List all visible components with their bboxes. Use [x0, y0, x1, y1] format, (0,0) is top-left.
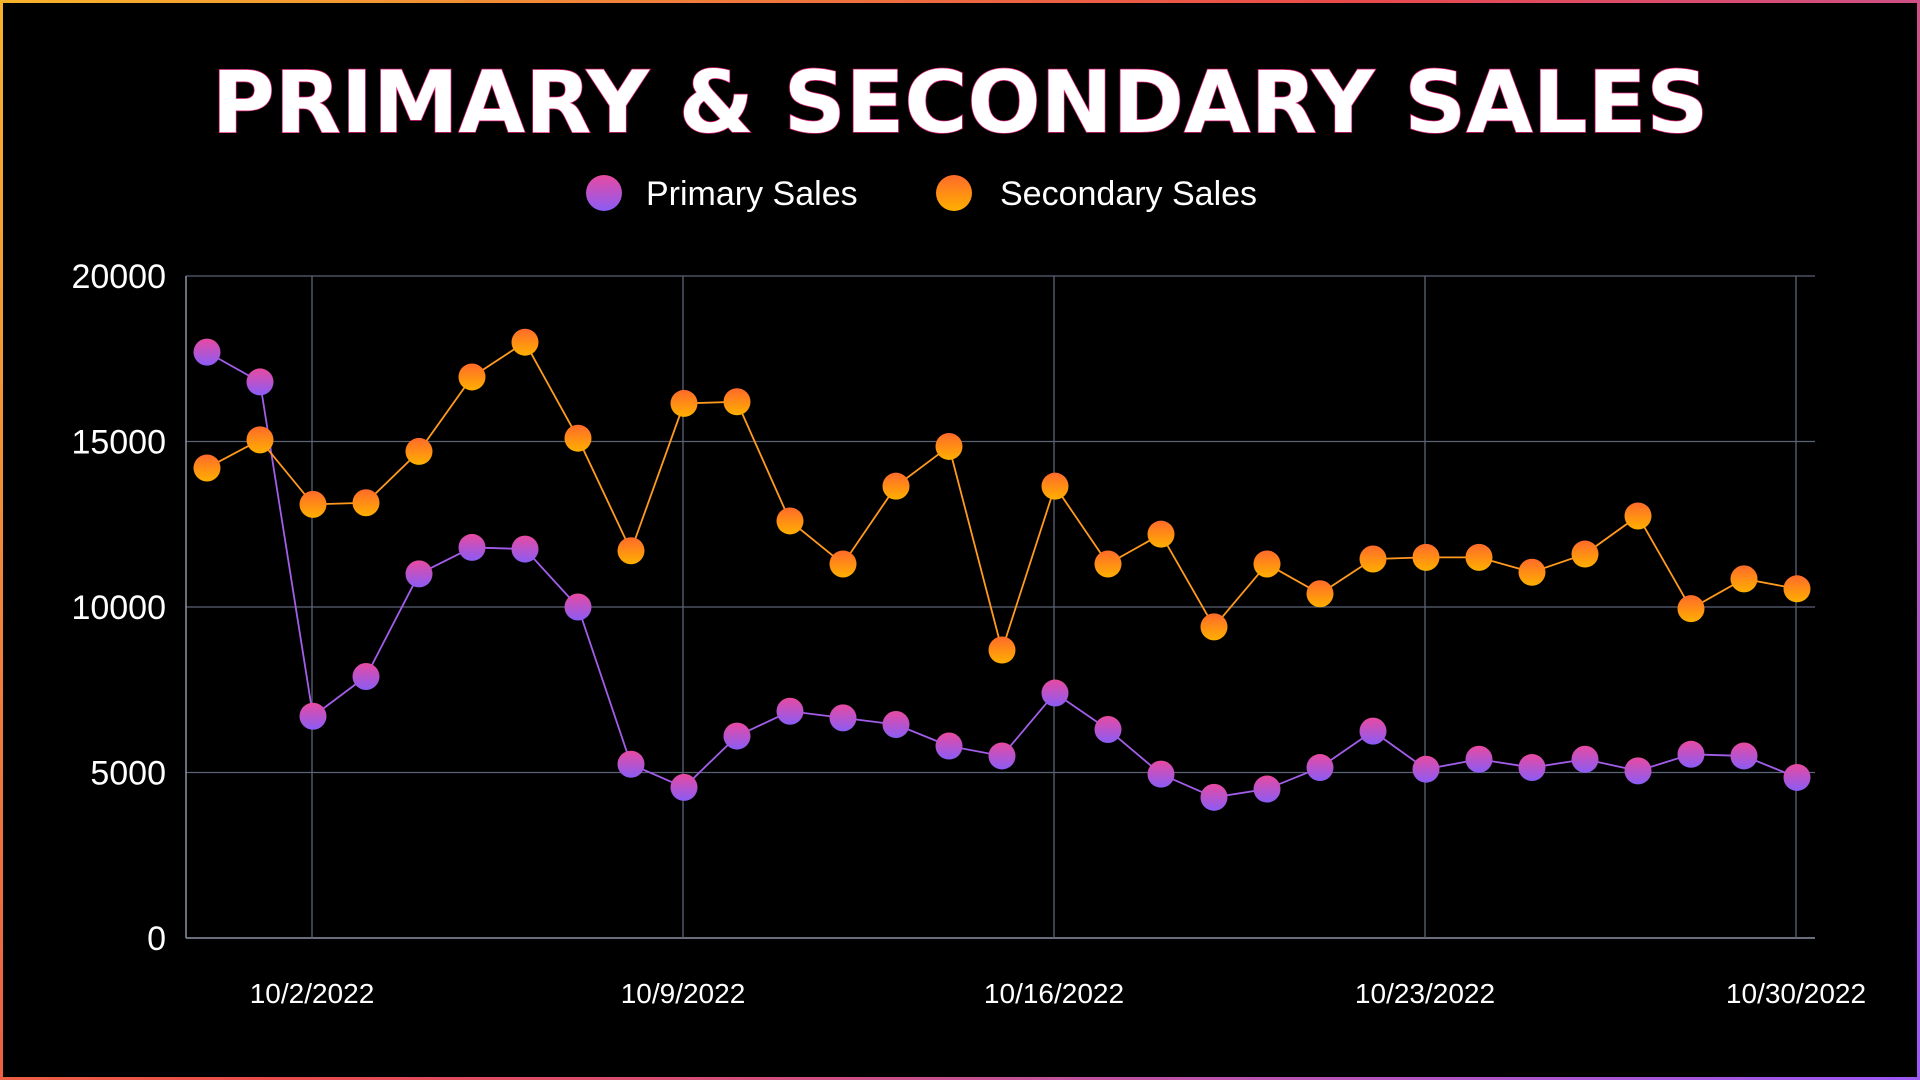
data-point-secondary-sales — [1094, 550, 1122, 578]
data-point-primary-sales — [1147, 760, 1175, 788]
data-point-secondary-sales — [1518, 558, 1546, 586]
data-point-secondary-sales — [1730, 565, 1758, 593]
y-axis-ticks: 0 5000 10000 15000 20000 — [71, 258, 166, 958]
legend: Primary Sales Secondary Sales — [586, 175, 1257, 213]
x-axis-ticks: 10/2/2022 10/9/2022 10/16/2022 10/23/2022 10… — [250, 978, 1866, 1009]
y-tick-label: 10000 — [71, 589, 166, 627]
data-point-primary-sales — [670, 773, 698, 801]
data-point-primary-sales — [1253, 775, 1281, 803]
legend-label-primary-sales: Primary Sales — [646, 175, 858, 213]
data-point-primary-sales — [1200, 783, 1228, 811]
legend-marker-secondary-sales — [936, 175, 972, 211]
series-layer — [193, 328, 1811, 811]
data-point-primary-sales — [1412, 755, 1440, 783]
data-point-secondary-sales — [246, 426, 274, 454]
data-point-primary-sales — [935, 732, 963, 760]
data-point-secondary-sales — [829, 550, 857, 578]
data-point-secondary-sales — [1677, 595, 1705, 623]
data-point-primary-sales — [1518, 754, 1546, 782]
data-point-secondary-sales — [1783, 575, 1811, 603]
data-point-secondary-sales — [935, 432, 963, 460]
data-point-secondary-sales — [1200, 613, 1228, 641]
x-tick-label: 10/23/2022 — [1355, 978, 1495, 1009]
series-line-primary-sales — [206, 351, 1798, 799]
y-tick-label: 0 — [147, 920, 166, 958]
data-point-primary-sales — [1677, 740, 1705, 768]
data-point-secondary-sales — [352, 489, 380, 517]
data-point-primary-sales — [617, 750, 645, 778]
x-tick-label: 10/2/2022 — [250, 978, 375, 1009]
data-point-primary-sales — [246, 368, 274, 396]
x-tick-label: 10/9/2022 — [621, 978, 746, 1009]
data-point-primary-sales — [193, 338, 221, 366]
data-point-primary-sales — [829, 704, 857, 732]
data-point-primary-sales — [1306, 754, 1334, 782]
data-point-primary-sales — [1624, 757, 1652, 785]
y-tick-label: 15000 — [71, 424, 166, 462]
data-point-primary-sales — [1730, 742, 1758, 770]
data-point-primary-sales — [723, 722, 751, 750]
data-point-secondary-sales — [1147, 520, 1175, 548]
chart-title: PRIMARY & SECONDARY SALES — [212, 53, 1709, 153]
data-point-primary-sales — [988, 742, 1016, 770]
data-point-secondary-sales — [1041, 472, 1069, 500]
y-tick-label: 5000 — [90, 755, 166, 793]
data-point-primary-sales — [352, 663, 380, 691]
data-point-secondary-sales — [1624, 502, 1652, 530]
data-point-primary-sales — [564, 593, 592, 621]
data-point-primary-sales — [776, 697, 804, 725]
data-point-secondary-sales — [405, 437, 433, 465]
data-point-secondary-sales — [1253, 550, 1281, 578]
data-point-secondary-sales — [1306, 580, 1334, 608]
data-point-primary-sales — [1359, 717, 1387, 745]
data-point-secondary-sales — [988, 636, 1016, 664]
x-tick-label: 10/16/2022 — [984, 978, 1124, 1009]
data-point-secondary-sales — [776, 507, 804, 535]
data-point-primary-sales — [1571, 745, 1599, 773]
y-tick-label: 20000 — [71, 258, 166, 296]
data-point-secondary-sales — [1412, 543, 1440, 571]
data-point-secondary-sales — [1359, 545, 1387, 573]
data-point-secondary-sales — [193, 454, 221, 482]
series-line-secondary-sales — [206, 340, 1798, 654]
legend-label-secondary-sales: Secondary Sales — [1000, 175, 1257, 213]
data-point-secondary-sales — [617, 537, 645, 565]
data-point-primary-sales — [1094, 715, 1122, 743]
data-point-secondary-sales — [1571, 540, 1599, 568]
x-tick-label: 10/30/2022 — [1726, 978, 1866, 1009]
data-point-secondary-sales — [458, 363, 486, 391]
data-point-secondary-sales — [1465, 543, 1493, 571]
data-point-primary-sales — [458, 533, 486, 561]
data-point-secondary-sales — [511, 328, 539, 356]
data-point-secondary-sales — [723, 388, 751, 416]
data-point-primary-sales — [405, 560, 433, 588]
legend-marker-primary-sales — [586, 175, 622, 211]
data-point-primary-sales — [1465, 745, 1493, 773]
data-point-primary-sales — [882, 711, 910, 739]
data-point-primary-sales — [1041, 679, 1069, 707]
data-point-primary-sales — [299, 702, 327, 730]
data-point-primary-sales — [1783, 763, 1811, 791]
data-point-secondary-sales — [882, 472, 910, 500]
grid — [185, 275, 1815, 939]
data-point-secondary-sales — [299, 490, 327, 518]
data-point-primary-sales — [511, 535, 539, 563]
data-point-secondary-sales — [564, 424, 592, 452]
data-point-secondary-sales — [670, 389, 698, 417]
